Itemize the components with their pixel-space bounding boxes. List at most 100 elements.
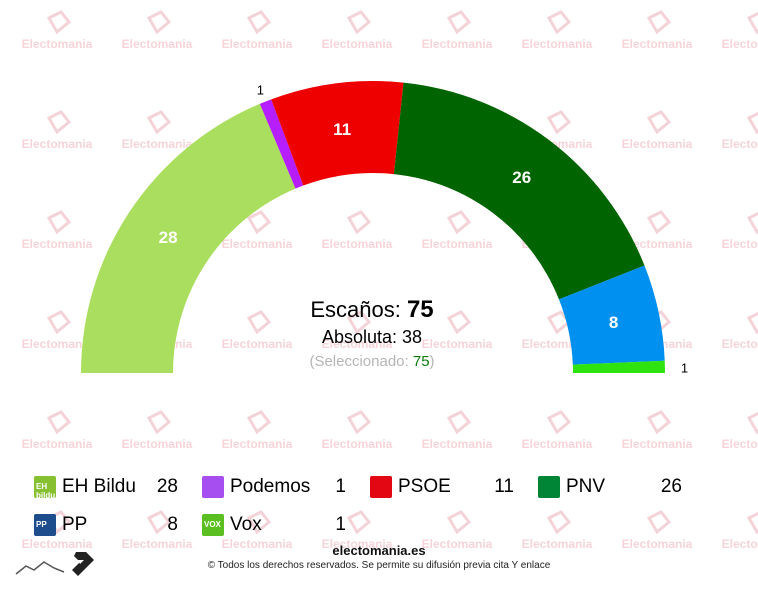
watermark-mark: Electomania	[422, 210, 493, 251]
legend-name: PSOE	[398, 476, 451, 497]
watermark-mark: Electomania	[322, 410, 393, 451]
arc-vox	[572, 360, 665, 373]
watermark-text: Electomania	[322, 237, 393, 251]
selected-seats: (Seleccionado: 75)	[222, 353, 522, 370]
watermark-text: Electomania	[22, 37, 93, 51]
selected-close: )	[429, 353, 435, 370]
watermark-mark: Electomania	[222, 310, 293, 351]
watermark-text: Electomania	[722, 37, 758, 51]
watermark-text: Electomania	[622, 237, 693, 251]
watermark-mark: Electomania	[422, 310, 493, 351]
footer-brand: electomania.es	[332, 543, 426, 558]
watermark-mark: Electomania	[122, 410, 193, 451]
watermark-mark: Electomania	[222, 10, 293, 51]
watermark-mark: Electomania	[22, 210, 93, 251]
legend-name: PP	[62, 514, 88, 535]
arc-podemos	[259, 99, 304, 189]
watermark-text: Electomania	[322, 437, 393, 451]
watermark-text: Electomania	[222, 537, 293, 551]
watermark-mark: Electomania	[722, 411, 758, 451]
watermark-mark: Electomania	[222, 210, 293, 251]
arc-psoe	[271, 80, 404, 186]
footer-copyright: © Todos los derechos reservados. Se perm…	[207, 560, 551, 571]
absolute-label: Absoluta:	[321, 327, 397, 347]
watermark-text: Electomania	[22, 437, 93, 451]
watermark-mark: Electomania	[722, 511, 758, 551]
legend-name: PNV	[566, 476, 606, 497]
watermark-mark: Electomania	[622, 110, 693, 151]
vox-logo-text: VOX	[204, 520, 221, 529]
watermark-text: Electomania	[322, 537, 393, 551]
watermark-text: Electomania	[22, 137, 93, 151]
watermark-mark: Electomania	[322, 510, 393, 551]
watermark-text: Electomania	[722, 337, 758, 351]
psoe-logo-icon	[370, 476, 392, 498]
arc-eh-bildu	[81, 103, 296, 374]
watermark-text: Electomania	[322, 37, 393, 51]
legend-item-podemos: Podemos	[202, 474, 310, 500]
legend-seats: 1	[335, 514, 346, 535]
watermark-mark: Electomania	[22, 10, 93, 51]
eh-bildu-logo-icon: EH bildu	[34, 476, 56, 498]
watermark-text: Electomania	[222, 37, 293, 51]
watermark-text: Electomania	[722, 437, 758, 451]
pnv-logo-icon	[538, 476, 560, 498]
arc-label-eh-bildu: 28	[159, 228, 178, 247]
arc-pp	[558, 265, 665, 365]
arc-label-psoe: 11	[333, 120, 351, 139]
legend-item-vox: VOX Vox	[202, 512, 262, 538]
watermark-mark: Electomania	[622, 410, 693, 451]
watermark-mark: Electomania	[522, 10, 593, 51]
arc-label-pp: 8	[609, 313, 618, 332]
arc-label-podemos: 1	[257, 82, 264, 97]
watermark-mark: Electomania	[22, 110, 93, 151]
legend-name: Podemos	[230, 476, 311, 497]
absolute-majority: Absoluta: 38	[222, 327, 522, 348]
watermark-text: Electomania	[22, 337, 93, 351]
watermark-text: Electomania	[22, 237, 93, 251]
watermark-mark: Electomania	[722, 11, 758, 51]
watermark-mark: Electomania	[222, 410, 293, 451]
watermark-text: Electomania	[622, 137, 693, 151]
legend-item-pp: PP PP	[34, 512, 87, 538]
watermark-mark: Electomania	[722, 311, 758, 351]
watermark-text: Electomania	[522, 437, 593, 451]
watermark-mark: Electomania	[622, 10, 693, 51]
watermark-mark: Electomania	[322, 210, 393, 251]
watermark-mark: Electomania	[422, 10, 493, 51]
watermark-text: Electomania	[22, 537, 93, 551]
watermark-text: Electomania	[622, 437, 693, 451]
watermark-text: Electomania	[722, 537, 758, 551]
watermark-mark: Electomania	[122, 110, 193, 151]
watermark-text: Electomania	[422, 437, 493, 451]
watermark-text: Electomania	[122, 437, 193, 451]
watermark-text: Electomania	[222, 237, 293, 251]
podemos-logo-icon	[202, 476, 224, 498]
watermark-text: Electomania	[122, 137, 193, 151]
vox-logo-icon: VOX	[202, 514, 224, 536]
arc-pnv	[393, 82, 645, 300]
legend-seats: 11	[494, 476, 514, 497]
legend-item-eh-bildu: EH bildu EH Bildu	[34, 474, 136, 500]
watermark-mark: Electomania	[122, 10, 193, 51]
watermark-text: Electomania	[622, 537, 693, 551]
absolute-value: 38	[402, 327, 423, 347]
watermark-mark: Electomania	[322, 10, 393, 51]
watermark-text: Electomania	[422, 37, 493, 51]
watermark-text: Electomania	[522, 37, 593, 51]
legend-seats: 1	[335, 476, 346, 497]
legend-seats: 26	[660, 476, 682, 497]
watermark-text: Electomania	[222, 437, 293, 451]
watermark-mark: Electomania	[322, 310, 393, 351]
arc-label-pnv: 26	[512, 168, 531, 187]
arc-label-vox: 1	[681, 361, 688, 376]
watermark-mark: Electomania	[622, 210, 693, 251]
watermark-text: Electomania	[322, 337, 393, 351]
watermark-mark: Electomania	[622, 510, 693, 551]
watermark-text: Electomania	[122, 537, 193, 551]
watermark-text: Electomania	[122, 37, 193, 51]
seats-label: Escaños:	[310, 297, 401, 322]
watermark-mark: Electomania	[422, 510, 493, 551]
